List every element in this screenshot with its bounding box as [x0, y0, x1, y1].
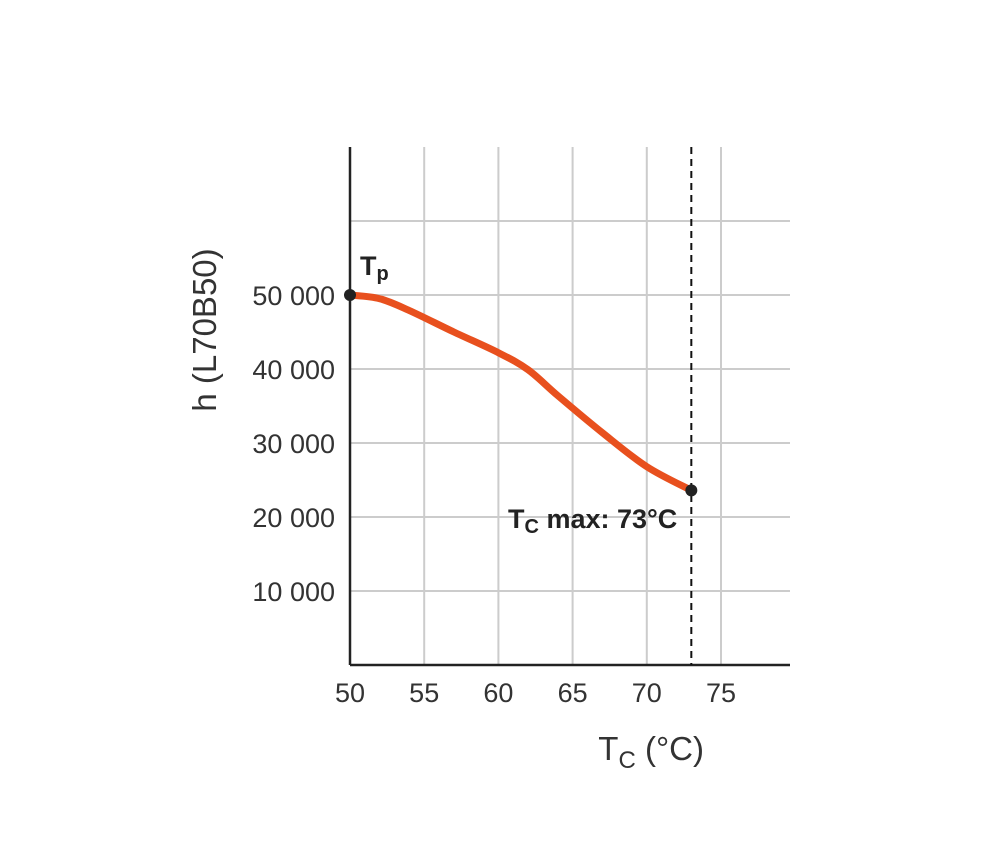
axes: [348, 147, 790, 667]
x-tick-label: 75: [706, 678, 736, 708]
x-tick-label: 50: [335, 678, 365, 708]
y-tick-label: 50 000: [252, 281, 335, 311]
grid-lines: [350, 147, 790, 665]
tc-max-annotation: TC max: 73°C: [508, 504, 677, 538]
y-tick-label: 10 000: [252, 577, 335, 607]
x-tick-label: 55: [409, 678, 439, 708]
x-tick-label: 60: [483, 678, 513, 708]
y-tick-label: 20 000: [252, 503, 335, 533]
tp-marker: [344, 289, 356, 301]
x-axis-label: TC (°C): [598, 730, 704, 774]
x-tick-label: 65: [558, 678, 588, 708]
tc-max-marker: [685, 484, 698, 497]
y-tick-label: 40 000: [252, 355, 335, 385]
tp-annotation: Tp: [360, 251, 389, 285]
y-tick-label: 30 000: [252, 429, 335, 459]
series-line: [346, 291, 695, 494]
annotations: Tp TC max: 73°C: [360, 251, 677, 538]
series-layer: [344, 289, 698, 497]
y-axis-label: h (L70B50): [186, 248, 223, 411]
tick-labels: 50 55 60 65 70 75 10 000 20 000 30 000 40 000 50 0…: [252, 281, 736, 708]
x-tick-label: 70: [632, 678, 662, 708]
